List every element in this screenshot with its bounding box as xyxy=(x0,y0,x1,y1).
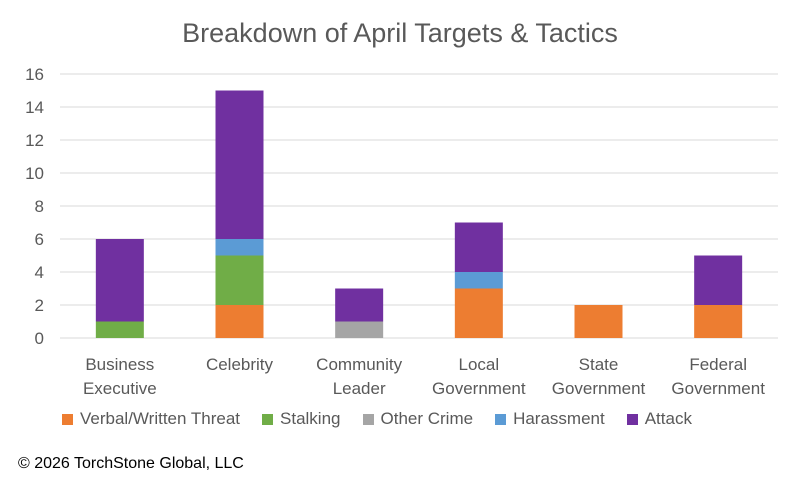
x-tick-label: Community Leader xyxy=(316,355,402,398)
y-tick-label: 14 xyxy=(25,98,44,117)
legend-swatch xyxy=(626,413,638,425)
bar-segment xyxy=(454,222,503,272)
bar-segment xyxy=(335,288,384,322)
legend-swatch xyxy=(495,413,507,425)
bar-segment xyxy=(95,239,144,322)
y-tick-label: 10 xyxy=(25,164,44,183)
y-tick-label: 0 xyxy=(35,329,44,348)
y-tick-label: 8 xyxy=(35,197,44,216)
bar-segment xyxy=(95,321,144,338)
bar-segment xyxy=(215,90,264,239)
y-axis: 0 2 4 6 8 10 12 14 16 xyxy=(25,65,44,348)
chart-title: Breakdown of April Targets & Tactics xyxy=(182,18,618,48)
copyright-text: © 2026 TorchStone Global, LLC xyxy=(18,455,244,472)
bar-segment xyxy=(454,288,503,338)
y-tick-label: 16 xyxy=(25,65,44,84)
bar-segment xyxy=(215,305,264,338)
legend-label: Other Crime xyxy=(380,409,474,428)
bar-segment xyxy=(574,305,623,338)
x-tick-label: Local Government xyxy=(432,355,526,398)
x-axis: Business Executive Celebrity Community Leade… xyxy=(83,355,765,398)
bar-segment xyxy=(215,255,264,305)
gridlines xyxy=(60,73,778,339)
x-tick-label: State Government xyxy=(552,355,646,398)
legend-label: Harassment xyxy=(513,409,605,428)
bars xyxy=(95,90,743,338)
legend-label: Attack xyxy=(644,409,692,428)
legend-item: Verbal/Written Threat xyxy=(62,409,240,429)
legend-swatch xyxy=(262,413,274,425)
x-tick-label: Federal Government xyxy=(671,355,765,398)
bar-segment xyxy=(694,255,743,305)
legend-swatch xyxy=(62,413,73,425)
y-tick-label: 6 xyxy=(35,230,44,249)
y-tick-label: 2 xyxy=(35,296,44,315)
bar-segment xyxy=(215,239,264,256)
bar-segment xyxy=(335,321,384,338)
y-tick-label: 4 xyxy=(35,263,44,282)
legend-item: Other Crime xyxy=(362,409,474,429)
legend-swatch xyxy=(362,413,374,425)
x-tick-label: Celebrity xyxy=(206,355,274,374)
legend-label: Stalking xyxy=(280,409,341,428)
legend-label: Verbal/Written Threat xyxy=(80,409,241,428)
legend-item: Attack xyxy=(626,409,692,429)
legend-item: Harassment xyxy=(495,409,605,429)
legend-item: Stalking xyxy=(262,409,341,429)
y-tick-label: 12 xyxy=(25,131,44,150)
legend: Verbal/Written Threat Stalking Other Crime… xyxy=(62,409,714,429)
x-tick-label: Business Executive xyxy=(83,355,157,398)
bar-segment xyxy=(454,272,503,289)
bar-segment xyxy=(694,305,743,338)
